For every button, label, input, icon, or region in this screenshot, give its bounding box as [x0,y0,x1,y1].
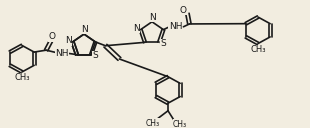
Text: N: N [82,25,88,34]
Text: NH: NH [55,49,69,57]
Text: CH₃: CH₃ [250,45,266,54]
Text: NH: NH [169,22,182,31]
Text: CH₃: CH₃ [173,120,187,128]
Text: O: O [180,6,187,15]
Text: N: N [65,36,72,45]
Text: S: S [160,39,166,48]
Text: CH₃: CH₃ [14,73,30,82]
Text: S: S [92,51,98,60]
Text: O: O [49,32,55,41]
Text: CH₃: CH₃ [146,119,160,128]
Text: N: N [133,24,140,33]
Text: N: N [150,13,156,22]
